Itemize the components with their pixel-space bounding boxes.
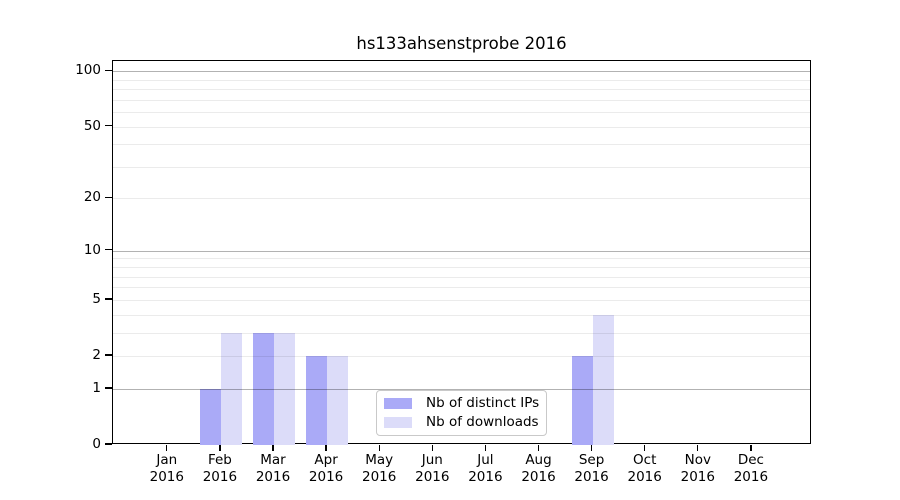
y-tick-label-2: 2 [92,347,101,363]
gridline-y-2 [113,356,810,357]
y-tick-20 [105,196,112,199]
x-tick-label-oct: Oct 2016 [627,452,662,485]
legend-entry-distinct-ips: Nb of distinct IPs [384,396,539,411]
legend-label-distinct-ips: Nb of distinct IPs [426,395,540,411]
plot-area [112,60,811,445]
x-tick-dec [750,445,752,451]
gridline-y-4 [113,314,810,316]
bar-nb-of-distinct-ips-apr [306,356,328,445]
bar-nb-of-downloads-apr [327,356,349,445]
gridline-y-20 [113,198,810,200]
gridline-y-90 [113,79,810,81]
gridline-y-50 [113,126,810,128]
y-tick-100 [105,69,112,71]
bar-nb-of-downloads-sep [592,314,614,445]
gridline-y-8 [113,267,810,269]
gridline-y-9 [113,258,810,260]
bar-nb-of-distinct-ips-mar [253,332,274,445]
gridline-y-6 [113,287,810,289]
gridline-y-60 [113,112,810,113]
x-tick-label-sep: Sep 2016 [574,452,609,485]
y-tick-2 [105,354,112,356]
legend-swatch-downloads [384,417,412,428]
bar-nb-of-downloads-feb [220,332,242,445]
x-tick-label-jul: Jul 2016 [468,452,503,485]
gridline-y-10 [113,250,810,252]
y-tick-label-50: 50 [83,117,101,134]
bar-nb-of-distinct-ips-feb [199,388,221,445]
gridline-y-30 [113,166,810,168]
x-tick-oct [644,445,646,451]
y-tick-label-100: 100 [75,62,101,79]
x-tick-jan [166,445,168,451]
x-tick-jul [484,445,487,451]
y-tick-0 [105,443,112,445]
y-tick-50 [105,124,112,127]
gridline-y-80 [113,89,810,91]
legend: Nb of distinct IPs Nb of downloads [376,390,547,436]
bar-nb-of-downloads-mar [274,332,295,445]
x-tick-label-nov: Nov 2016 [680,452,715,485]
x-tick-nov [697,445,699,451]
x-tick-aug [537,445,540,451]
gridline-y-5 [113,299,810,301]
y-tick-label-0: 0 [92,436,101,452]
x-tick-label-aug: Aug 2016 [521,452,556,485]
x-tick-label-feb: Feb 2016 [202,452,238,485]
x-tick-label-may: May 2016 [362,452,397,485]
x-tick-label-apr: Apr 2016 [308,452,344,485]
y-tick-label-1: 1 [92,379,101,396]
x-tick-jun [431,445,433,451]
x-tick-label-dec: Dec 2016 [733,452,769,485]
x-tick-label-mar: Mar 2016 [255,452,291,485]
gridline-y-100 [113,71,810,73]
chart-title: hs133ahsenstprobe 2016 [356,34,567,53]
x-tick-feb [219,445,221,451]
gridline-y-70 [113,99,810,101]
gridline-y-7 [113,276,810,278]
y-tick-1 [105,387,112,389]
y-tick-10 [105,249,112,251]
y-tick-label-20: 20 [83,189,101,206]
y-tick-label-5: 5 [92,290,101,307]
legend-label-downloads: Nb of downloads [426,414,539,430]
x-tick-may [378,445,380,451]
legend-entry-downloads: Nb of downloads [384,415,539,430]
x-tick-mar [272,445,274,451]
bar-nb-of-distinct-ips-sep [571,356,593,445]
gridline-y-3 [113,332,810,334]
x-tick-label-jun: Jun 2016 [415,452,450,485]
x-tick-apr [325,445,327,451]
legend-swatch-distinct-ips [384,398,412,409]
y-tick-5 [105,298,112,300]
gridline-y-40 [113,144,810,146]
x-tick-sep [590,445,593,451]
x-tick-label-jan: Jan 2016 [149,452,184,485]
y-tick-label-10: 10 [83,241,101,258]
gridline-y-1 [113,388,810,390]
